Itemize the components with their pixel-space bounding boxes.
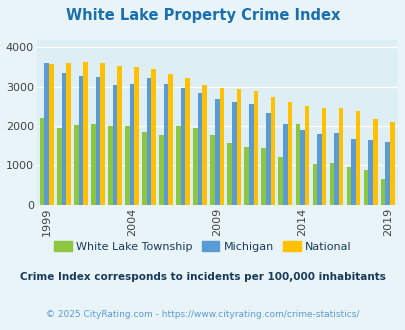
Legend: White Lake Township, Michigan, National: White Lake Township, Michigan, National	[49, 237, 356, 256]
Bar	[384, 142, 389, 205]
Bar	[367, 140, 372, 205]
Bar	[350, 139, 355, 205]
Bar	[176, 126, 180, 205]
Bar	[261, 148, 265, 205]
Text: © 2025 CityRating.com - https://www.cityrating.com/crime-statistics/: © 2025 CityRating.com - https://www.city…	[46, 310, 359, 319]
Bar	[83, 62, 87, 205]
Bar	[163, 84, 168, 205]
Bar	[346, 167, 350, 205]
Bar	[316, 134, 321, 205]
Bar	[45, 63, 49, 205]
Bar	[129, 84, 134, 205]
Bar	[210, 135, 214, 205]
Bar	[74, 125, 78, 205]
Text: Crime Index corresponds to incidents per 100,000 inhabitants: Crime Index corresponds to incidents per…	[20, 272, 385, 282]
Bar	[389, 122, 394, 205]
Bar	[304, 106, 309, 205]
Bar	[278, 157, 282, 205]
Bar	[214, 99, 219, 205]
Bar	[125, 126, 129, 205]
Bar	[372, 119, 377, 205]
Bar	[202, 85, 207, 205]
Bar	[248, 104, 253, 205]
Bar	[270, 97, 275, 205]
Bar	[355, 111, 360, 205]
Bar	[295, 124, 299, 205]
Bar	[151, 69, 156, 205]
Bar	[159, 135, 163, 205]
Bar	[117, 66, 121, 205]
Bar	[338, 108, 343, 205]
Bar	[108, 126, 112, 205]
Bar	[193, 128, 197, 205]
Bar	[142, 132, 146, 205]
Bar	[253, 91, 258, 205]
Bar	[78, 76, 83, 205]
Bar	[91, 124, 95, 205]
Bar	[265, 113, 270, 205]
Bar	[66, 63, 70, 205]
Bar	[329, 163, 333, 205]
Bar	[168, 74, 173, 205]
Bar	[62, 73, 66, 205]
Bar	[100, 63, 104, 205]
Bar	[57, 128, 62, 205]
Bar	[112, 85, 117, 205]
Bar	[227, 143, 231, 205]
Bar	[197, 93, 202, 205]
Bar	[40, 118, 45, 205]
Bar	[49, 64, 53, 205]
Bar	[333, 134, 338, 205]
Bar	[380, 179, 384, 205]
Text: White Lake Property Crime Index: White Lake Property Crime Index	[66, 8, 339, 23]
Bar	[185, 78, 190, 205]
Bar	[321, 108, 326, 205]
Bar	[244, 147, 248, 205]
Bar	[299, 130, 304, 205]
Bar	[287, 102, 292, 205]
Bar	[363, 170, 367, 205]
Bar	[282, 124, 287, 205]
Bar	[146, 78, 151, 205]
Bar	[134, 67, 139, 205]
Bar	[219, 87, 224, 205]
Bar	[95, 77, 100, 205]
Bar	[180, 88, 185, 205]
Bar	[312, 164, 316, 205]
Bar	[236, 89, 241, 205]
Bar	[231, 102, 236, 205]
